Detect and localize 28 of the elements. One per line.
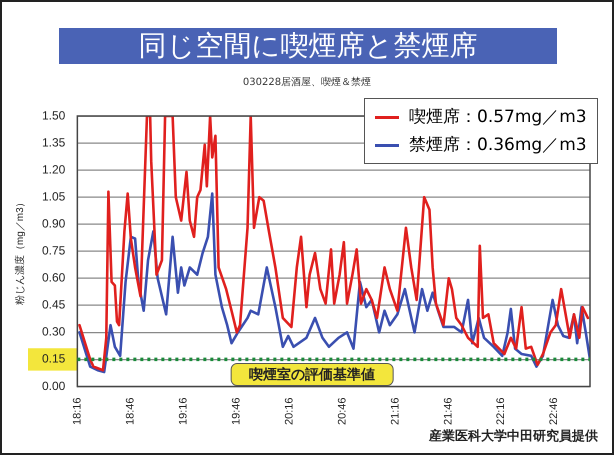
x-tick-label: 21:16 — [389, 397, 402, 426]
x-tick-label: 18:16 — [71, 397, 84, 426]
x-tick-label: 19:46 — [230, 397, 242, 426]
x-tick-label: 21:46 — [442, 397, 454, 426]
x-tick-label: 22:46 — [548, 397, 560, 426]
y-tick-label: 1.05 — [42, 189, 66, 204]
legend-label: 喫煙席：0.57mg／m3 — [408, 106, 587, 129]
y-tick-label: 0.30 — [42, 324, 66, 339]
chart-subtitle: 030228居酒屋、喫煙＆禁煙 — [242, 76, 372, 89]
y-tick-label: 1.35 — [42, 135, 66, 150]
legend-label: 禁煙席：0.36mg／m3 — [408, 134, 587, 157]
y-axis-title: 粉じん濃度（mg／m3） — [14, 197, 26, 306]
ref-line-label: 喫煙室の評価基準値 — [249, 366, 376, 384]
y-tick-label: 0.75 — [42, 244, 66, 258]
y-tick-label: 0.90 — [42, 216, 66, 230]
x-tick-label: 20:46 — [336, 397, 348, 426]
x-tick-label: 20:16 — [283, 397, 296, 426]
text: 産業医科大学中田研究員提供 — [429, 428, 598, 445]
x-tick-label: 19:16 — [177, 397, 190, 426]
y-tick-label: 1.20 — [42, 162, 66, 176]
y-tick-label: 0.00 — [42, 378, 66, 393]
y-tick-label: 0.60 — [42, 270, 66, 285]
y-tick-label: 1.50 — [42, 108, 66, 122]
x-tick-label: 22:16 — [495, 397, 508, 426]
chart-title: 同じ空間に喫煙席と禁煙席 — [59, 28, 557, 64]
x-tick-label: 18:46 — [124, 397, 136, 426]
y-tick-label: 0.15 — [42, 352, 66, 366]
y-tick-label: 0.45 — [42, 298, 66, 312]
